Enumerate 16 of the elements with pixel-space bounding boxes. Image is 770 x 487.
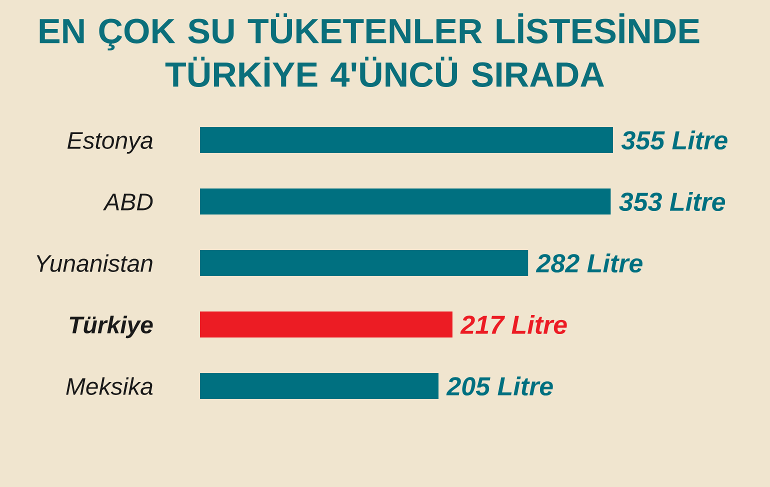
y-tick-label: ABD [102, 194, 153, 210]
data-label: 217 Litre [460, 314, 567, 334]
data-label: 355 Litre [621, 130, 728, 150]
bar [200, 312, 452, 338]
y-tick-label: Türkiye [70, 316, 153, 338]
data-label: 282 Litre [536, 253, 642, 273]
data-label: 353 Litre [619, 192, 726, 212]
bar [200, 250, 528, 276]
chart-title: EN ÇOK SU TÜKETENLER LİSTESİNDE TÜRKİYE 4'ÜNCÜ SIRADA [40, 13, 700, 88]
y-tick-label: Estonya [67, 132, 153, 154]
bar [200, 188, 611, 215]
y-tick-label: Yunanistan [36, 254, 152, 272]
bar [200, 127, 614, 153]
bar [200, 373, 438, 400]
y-tick-label: Meksika [66, 377, 153, 395]
data-label: 205 Litre [446, 376, 553, 396]
